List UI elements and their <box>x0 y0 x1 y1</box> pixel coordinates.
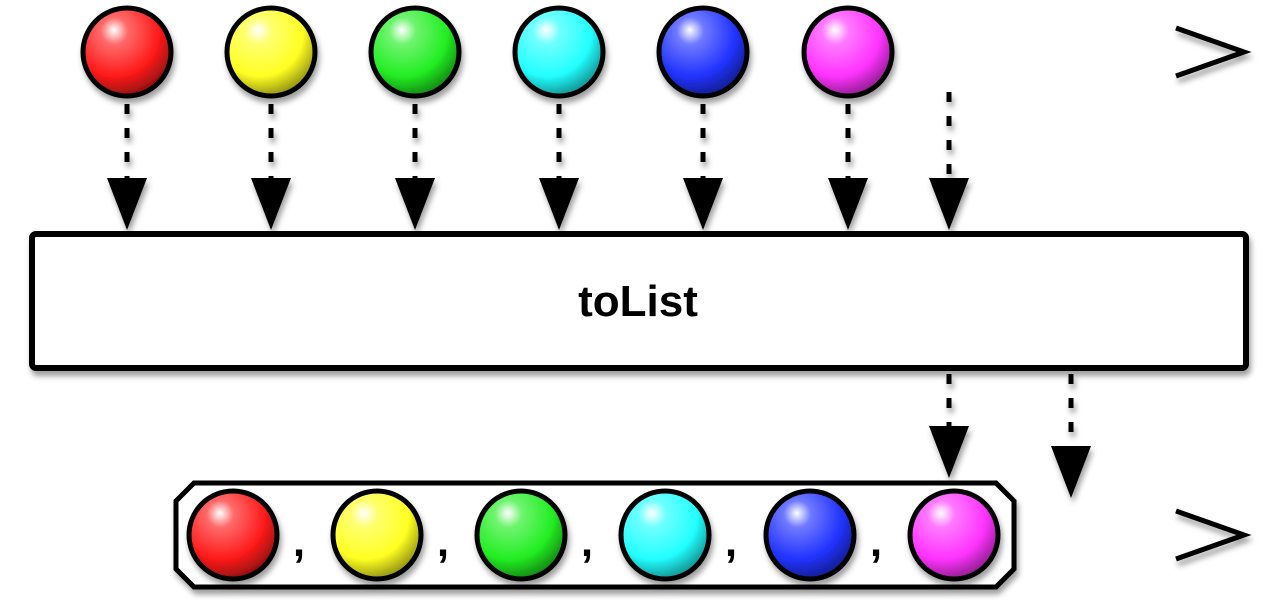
list-separator: , <box>725 517 737 566</box>
result-list-items: ,,,,, <box>186 488 1001 582</box>
result-timeline-arrowhead <box>1175 508 1252 562</box>
source-marble <box>512 5 606 99</box>
result-list-marble <box>330 488 424 582</box>
completion-input-arrow <box>929 92 969 230</box>
operator-box-rect <box>29 231 1249 371</box>
source-marble <box>368 5 462 99</box>
source-marble <box>80 5 174 99</box>
list-separator: , <box>870 517 882 566</box>
input-arrow <box>107 104 147 230</box>
input-arrow <box>683 104 723 230</box>
input-arrow <box>395 104 435 230</box>
dotted-arrow-head <box>1051 446 1091 498</box>
source-marbles <box>80 5 895 99</box>
output-arrows <box>929 374 1091 498</box>
dotted-arrow-head <box>251 178 291 230</box>
input-arrow <box>539 104 579 230</box>
input-arrows <box>107 92 969 230</box>
result-list-marble <box>907 488 1001 582</box>
dotted-arrow-head <box>929 426 969 478</box>
dotted-arrow-head <box>683 178 723 230</box>
list-separator: , <box>293 517 305 566</box>
source-marble <box>801 5 895 99</box>
input-arrow <box>251 104 291 230</box>
list-separator: , <box>581 517 593 566</box>
result-list-marble <box>186 488 280 582</box>
completion-output-arrow <box>1051 374 1091 498</box>
input-arrow <box>828 104 868 230</box>
list-separator: , <box>437 517 449 566</box>
dotted-arrow-head <box>828 178 868 230</box>
source-marble <box>656 5 750 99</box>
source-marble <box>224 5 318 99</box>
source-timeline-arrowhead <box>1175 25 1252 79</box>
dotted-arrow-head <box>539 178 579 230</box>
source-timeline <box>36 22 1252 84</box>
operator-label: toList <box>578 277 698 326</box>
result-list-marble <box>474 488 568 582</box>
result-list-marble <box>763 488 857 582</box>
dotted-arrow-head <box>107 178 147 230</box>
dotted-arrow-head <box>395 178 435 230</box>
operator-box: toList <box>29 231 1249 371</box>
dotted-arrow-head <box>929 178 969 230</box>
result-emission-arrow <box>929 374 969 478</box>
result-list-marble <box>618 488 712 582</box>
